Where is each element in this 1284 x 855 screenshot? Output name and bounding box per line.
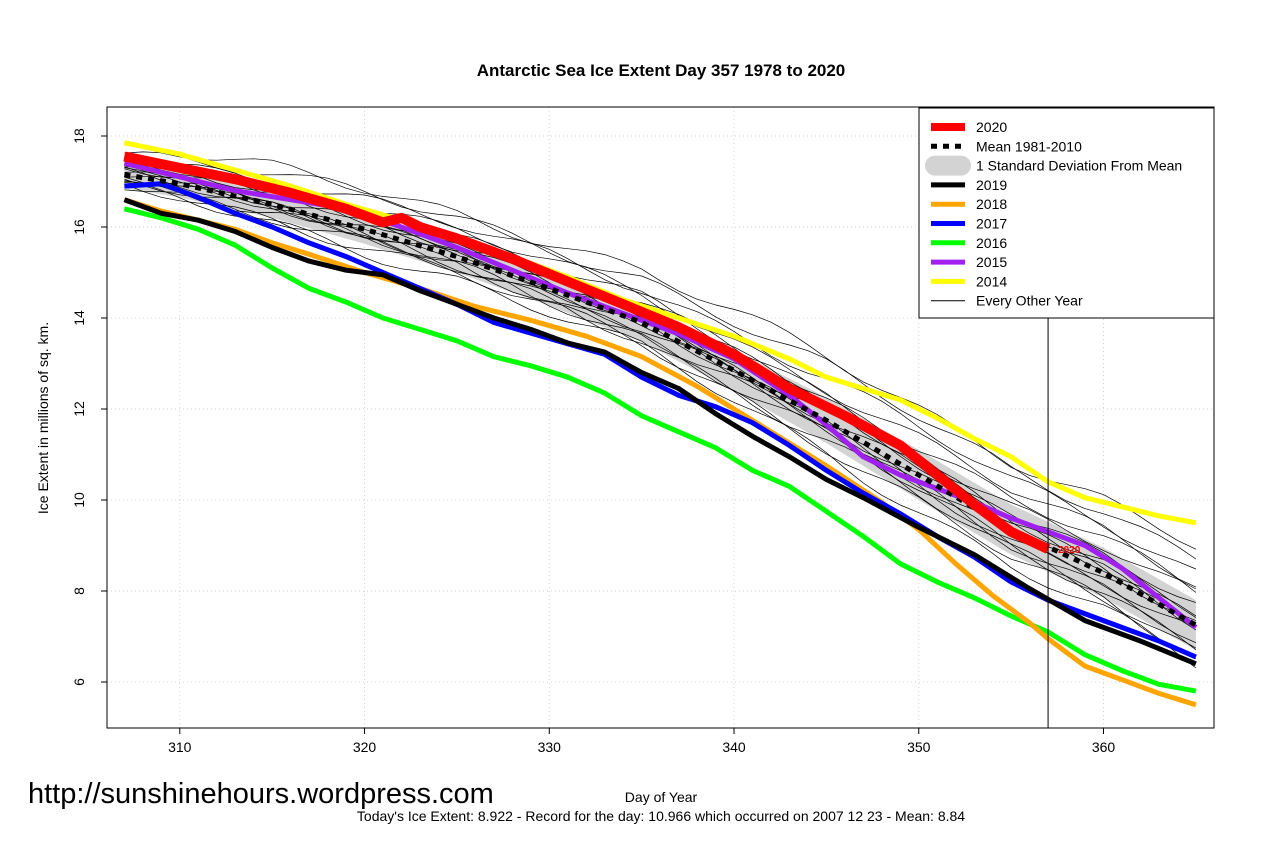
x-axis-label: Day of Year [625,789,698,805]
legend-label: 2019 [976,177,1007,193]
marker-year-label: 2020 [1058,545,1081,556]
legend-item: 2014 [931,273,1007,289]
every-other-year-line [124,182,1197,627]
every-other-year-line [124,176,1197,621]
legend-box [918,107,1215,319]
legend: 2020 Mean 1981-2010 1 Standard Deviation F… [918,107,1215,319]
legend-item: 2018 [931,196,1007,212]
every-other-year-line [124,143,1197,550]
legend-label: 2020 [976,119,1007,135]
legend-item: Every Other Year [931,293,1083,309]
footer-stats: Today's Ice Extent: 8.922 - Record for t… [357,808,965,824]
legend-label: Every Other Year [976,293,1083,309]
legend-item: 2016 [931,235,1007,251]
x-tick-label: 340 [722,739,746,755]
every-other-year-line [124,183,1197,659]
axis-ticks: 310 320 330 340 350 360 6 8 10 12 14 16 18 [71,128,1115,755]
legend-item: Mean 1981-2010 [931,138,1082,154]
legend-label: Mean 1981-2010 [976,138,1082,154]
legend-item: 2015 [931,254,1007,270]
legend-swatch [925,155,971,176]
every-other-year-line [124,189,1197,649]
legend-label: 1 Standard Deviation From Mean [976,158,1182,174]
legend-item: 2020 [931,119,1007,135]
grid [107,107,1214,728]
plot-frame [106,106,1215,729]
every-other-year-line [124,179,1197,669]
legend-label: 2016 [976,235,1007,251]
legend-label: 2015 [976,254,1007,270]
legend-item: 2017 [931,216,1007,232]
y-tick-label: 18 [71,128,87,144]
x-tick-label: 320 [353,739,377,755]
legend-item: 1 Standard Deviation From Mean [925,155,1182,176]
y-axis-label: Ice Extent in millions of sq. km. [35,322,51,514]
y-tick-label: 12 [71,401,87,417]
series-lines: 2020 [123,107,1198,728]
series-line-2019 [123,197,1197,667]
x-tick-label: 360 [1092,739,1116,755]
legend-label: 2017 [976,216,1007,232]
y-tick-label: 8 [71,587,87,595]
legend-label: 2014 [976,273,1007,289]
x-tick-label: 350 [907,739,931,755]
series-line-2017 [124,181,1197,660]
x-tick-label: 330 [538,739,562,755]
series-line-2020 [123,151,1051,554]
series-line-2016 [123,206,1197,694]
series-line-2018 [123,197,1197,708]
every-other-year-line [124,151,1197,560]
y-tick-label: 10 [71,492,87,508]
y-tick-label: 14 [71,310,87,326]
watermark-url: http://sunshinehours.wordpress.com [28,778,494,810]
y-tick-label: 16 [71,219,87,235]
chart-title: Antarctic Sea Ice Extent Day 357 1978 to… [477,61,846,80]
legend-item: 2019 [931,177,1007,193]
y-tick-label: 6 [71,678,87,686]
x-tick-label: 310 [168,739,192,755]
legend-label: 2018 [976,196,1007,212]
